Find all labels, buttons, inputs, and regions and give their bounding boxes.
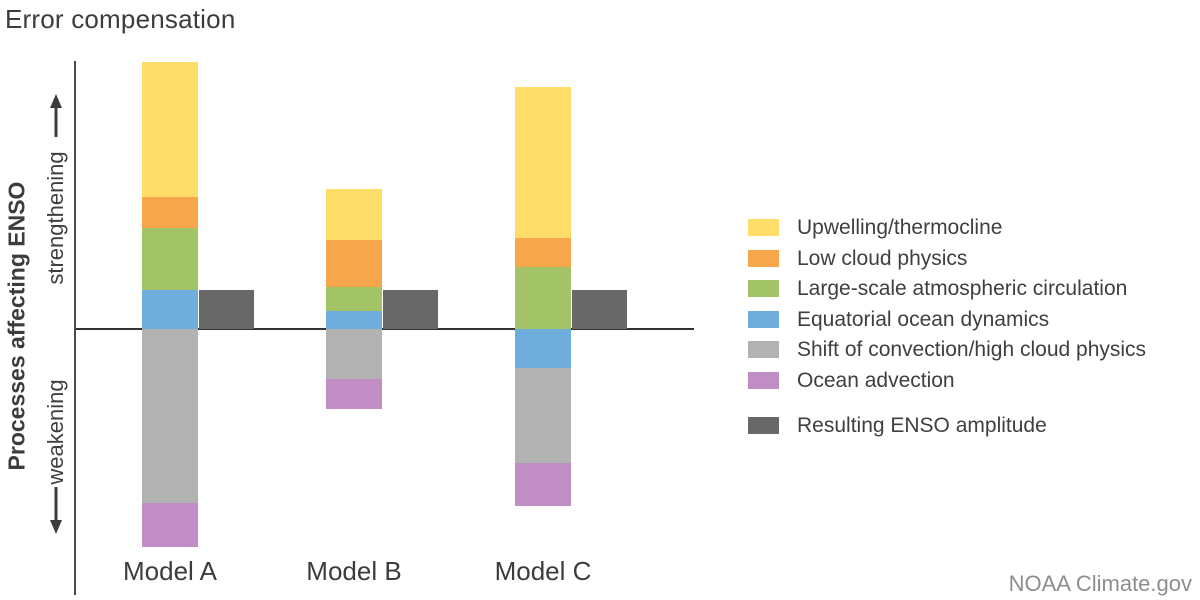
segment-model-a-upwelling-thermocline xyxy=(142,62,198,197)
legend-item-resulting-enso-amplitude: Resulting ENSO amplitude xyxy=(748,414,1047,437)
legend-item-label: Low cloud physics xyxy=(797,246,968,270)
segment-model-a-low-cloud-physics xyxy=(142,197,198,228)
legend-item-label: Resulting ENSO amplitude xyxy=(797,414,1047,437)
x-axis-label-model-a: Model A xyxy=(123,556,217,586)
legend-swatch-shift-of-convection-high-cloud-physics xyxy=(748,341,779,358)
segment-model-c-large-scale-atmospheric-circulation xyxy=(515,267,571,329)
arrow-down-icon xyxy=(50,487,62,534)
legend-item-shift-of-convection-high-cloud-physics: Shift of convection/high cloud physics xyxy=(748,338,1147,361)
x-axis-label-model-b: Model B xyxy=(306,556,402,586)
segment-model-a-large-scale-atmospheric-circulation xyxy=(142,228,198,290)
resulting-amplitude-bar-model-c xyxy=(572,290,627,329)
legend-item-ocean-advection: Ocean advection xyxy=(748,368,955,392)
weakening-label: weakening xyxy=(43,379,68,485)
segment-model-b-low-cloud-physics xyxy=(326,240,382,287)
segment-model-a-shift-of-convection-high-cloud-physics xyxy=(142,329,198,503)
legend-item-upwelling-thermocline: Upwelling/thermocline xyxy=(748,216,1003,239)
legend-item-label: Shift of convection/high cloud physics xyxy=(797,338,1147,361)
legend-swatch-equatorial-ocean-dynamics xyxy=(748,310,779,328)
zero-baseline xyxy=(74,328,694,330)
legend-swatch-ocean-advection xyxy=(748,371,779,389)
segment-model-b-shift-of-convection-high-cloud-physics xyxy=(326,329,382,379)
legend-item-label: Ocean advection xyxy=(797,368,955,392)
arrow-up-icon xyxy=(50,94,62,137)
y-axis-line xyxy=(74,61,76,595)
legend-item-label: Large-scale atmospheric circulation xyxy=(797,277,1128,300)
legend-swatch-upwelling-thermocline xyxy=(748,219,779,236)
legend-item-label: Equatorial ocean dynamics xyxy=(797,307,1050,331)
resulting-amplitude-bar-model-b xyxy=(383,290,438,329)
strengthening-label: strengthening xyxy=(43,151,68,285)
legend-item-low-cloud-physics: Low cloud physics xyxy=(748,246,968,270)
segment-model-b-upwelling-thermocline xyxy=(326,189,382,240)
legend-item-equatorial-ocean-dynamics: Equatorial ocean dynamics xyxy=(748,307,1050,331)
segment-model-c-equatorial-ocean-dynamics xyxy=(515,329,571,368)
segment-model-a-equatorial-ocean-dynamics xyxy=(142,290,198,329)
segment-model-b-large-scale-atmospheric-circulation xyxy=(326,287,382,311)
legend-swatch-low-cloud-physics xyxy=(748,249,779,267)
chart-title: Error compensation xyxy=(5,4,236,34)
resulting-amplitude-bar-model-a xyxy=(199,290,254,329)
segment-model-c-shift-of-convection-high-cloud-physics xyxy=(515,368,571,463)
segment-model-b-equatorial-ocean-dynamics xyxy=(326,311,382,329)
segment-model-a-ocean-advection xyxy=(142,503,198,547)
attribution-text: NOAA Climate.gov xyxy=(1008,571,1192,596)
segment-model-b-ocean-advection xyxy=(326,379,382,409)
legend-item-label: Upwelling/thermocline xyxy=(797,216,1003,239)
segment-model-c-ocean-advection xyxy=(515,463,571,506)
legend-item-large-scale-atmospheric-circulation: Large-scale atmospheric circulation xyxy=(748,277,1128,300)
segment-model-c-low-cloud-physics xyxy=(515,238,571,267)
segment-model-c-upwelling-thermocline xyxy=(515,87,571,238)
legend-swatch-resulting-enso-amplitude xyxy=(748,417,779,434)
x-axis-label-model-c: Model C xyxy=(494,556,592,586)
y-axis-title: Processes affecting ENSO xyxy=(3,181,30,471)
legend-swatch-large-scale-atmospheric-circulation xyxy=(748,280,779,297)
